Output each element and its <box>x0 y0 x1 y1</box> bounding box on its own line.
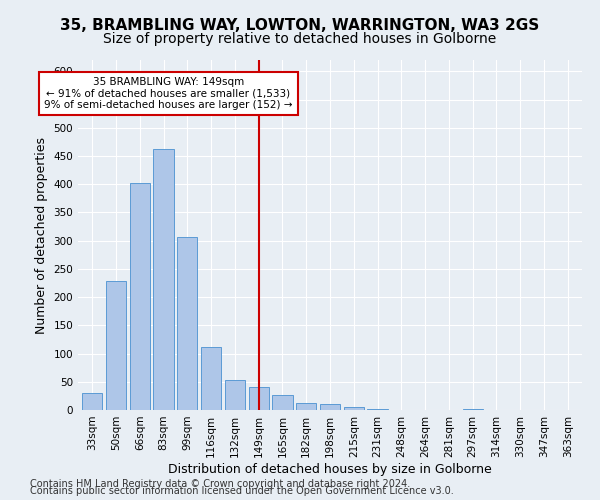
Bar <box>177 236 197 410</box>
Bar <box>344 407 364 410</box>
Text: 35 BRAMBLING WAY: 149sqm
← 91% of detached houses are smaller (1,533)
9% of semi: 35 BRAMBLING WAY: 149sqm ← 91% of detach… <box>44 77 293 110</box>
Bar <box>201 348 221 410</box>
Bar <box>82 393 103 410</box>
Bar <box>130 183 150 410</box>
Text: Contains HM Land Registry data © Crown copyright and database right 2024.: Contains HM Land Registry data © Crown c… <box>30 479 410 489</box>
Bar <box>296 402 316 410</box>
Text: 35, BRAMBLING WAY, LOWTON, WARRINGTON, WA3 2GS: 35, BRAMBLING WAY, LOWTON, WARRINGTON, W… <box>61 18 539 32</box>
Bar <box>106 282 126 410</box>
Bar <box>248 388 269 410</box>
X-axis label: Distribution of detached houses by size in Golborne: Distribution of detached houses by size … <box>168 462 492 475</box>
Text: Contains public sector information licensed under the Open Government Licence v3: Contains public sector information licen… <box>30 486 454 496</box>
Bar <box>320 404 340 410</box>
Bar <box>154 148 173 410</box>
Bar <box>272 396 293 410</box>
Text: Size of property relative to detached houses in Golborne: Size of property relative to detached ho… <box>103 32 497 46</box>
Bar <box>225 380 245 410</box>
Y-axis label: Number of detached properties: Number of detached properties <box>35 136 48 334</box>
